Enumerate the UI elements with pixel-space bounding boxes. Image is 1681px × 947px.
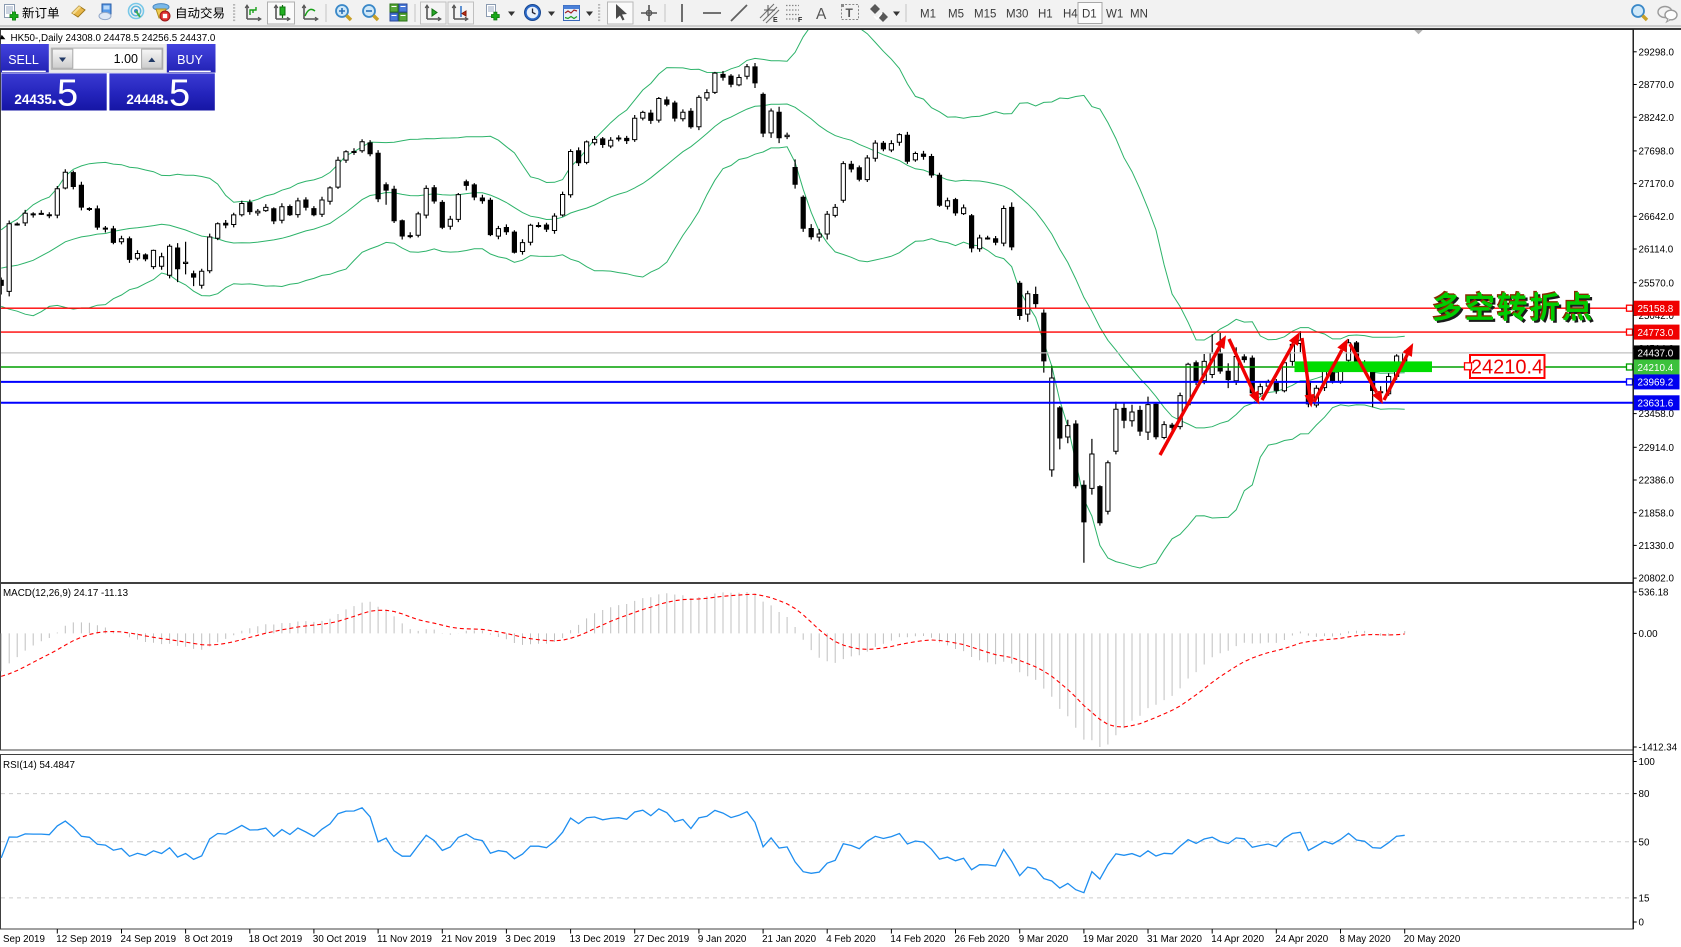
svg-text:23969.2: 23969.2 — [1638, 378, 1674, 389]
svg-text:23458.0: 23458.0 — [1639, 409, 1675, 420]
svg-text:Sep 2019: Sep 2019 — [3, 934, 45, 945]
svg-text:M15: M15 — [974, 9, 996, 21]
svg-text:26 Feb 2020: 26 Feb 2020 — [955, 934, 1011, 945]
svg-text:26114.0: 26114.0 — [1639, 245, 1674, 256]
svg-text:5: 5 — [169, 73, 190, 115]
svg-text:27170.0: 27170.0 — [1639, 179, 1675, 190]
svg-text:21 Nov 2019: 21 Nov 2019 — [441, 934, 497, 945]
svg-text:27 Dec 2019: 27 Dec 2019 — [634, 934, 690, 945]
svg-text:HK50-,Daily 24308.0 24478.5 2: HK50-,Daily 24308.0 24478.5 24256.5 2443… — [11, 33, 216, 44]
svg-text:8 May 2020: 8 May 2020 — [1340, 934, 1392, 945]
svg-text:22914.0: 22914.0 — [1639, 443, 1675, 454]
svg-text:.: . — [163, 84, 169, 109]
svg-text:23631.6: 23631.6 — [1638, 399, 1674, 410]
svg-text:MN: MN — [1130, 9, 1148, 21]
svg-text:24448: 24448 — [126, 92, 164, 107]
svg-text:1.00: 1.00 — [114, 52, 138, 66]
svg-text:24435: 24435 — [14, 92, 52, 107]
svg-text:MACD(12,26,9) 24.17 -11.13: MACD(12,26,9) 24.17 -11.13 — [3, 588, 129, 599]
svg-text:H4: H4 — [1063, 9, 1078, 21]
svg-text:24 Sep 2019: 24 Sep 2019 — [121, 934, 177, 945]
svg-text:E: E — [773, 17, 778, 24]
svg-text:8 Oct 2019: 8 Oct 2019 — [185, 934, 233, 945]
svg-text:24773.0: 24773.0 — [1638, 328, 1674, 339]
svg-text:14 Feb 2020: 14 Feb 2020 — [890, 934, 946, 945]
svg-text:24210.4: 24210.4 — [1471, 357, 1543, 379]
svg-text:.: . — [51, 84, 57, 109]
svg-text:M5: M5 — [948, 9, 964, 21]
svg-text:5: 5 — [57, 73, 78, 115]
svg-text:20802.0: 20802.0 — [1639, 574, 1675, 585]
svg-text:4 Feb 2020: 4 Feb 2020 — [826, 934, 876, 945]
svg-text:19 Mar 2020: 19 Mar 2020 — [1083, 934, 1139, 945]
svg-text:100: 100 — [1639, 757, 1656, 768]
svg-text:T: T — [846, 6, 854, 20]
svg-text:A: A — [816, 6, 827, 23]
svg-text:0.00: 0.00 — [1639, 629, 1659, 640]
svg-text:W1: W1 — [1106, 9, 1123, 21]
svg-text:24437.0: 24437.0 — [1638, 349, 1674, 360]
svg-text:11 Nov 2019: 11 Nov 2019 — [377, 934, 432, 945]
svg-text:12 Sep 2019: 12 Sep 2019 — [56, 934, 112, 945]
svg-text:20 May 2020: 20 May 2020 — [1404, 934, 1461, 945]
svg-text:18 Oct 2019: 18 Oct 2019 — [249, 934, 302, 945]
svg-text:0: 0 — [1639, 918, 1645, 929]
svg-text:F: F — [798, 17, 803, 24]
svg-text:28242.0: 28242.0 — [1639, 113, 1675, 124]
svg-text:M1: M1 — [920, 9, 936, 21]
svg-text:25570.0: 25570.0 — [1639, 278, 1675, 289]
svg-text:24 Apr 2020: 24 Apr 2020 — [1275, 934, 1328, 945]
svg-text:15: 15 — [1639, 894, 1650, 905]
svg-text:29298.0: 29298.0 — [1639, 47, 1675, 58]
svg-text:21858.0: 21858.0 — [1639, 508, 1675, 519]
svg-text:28770.0: 28770.0 — [1639, 80, 1675, 91]
svg-text:21 Jan 2020: 21 Jan 2020 — [762, 934, 816, 945]
svg-text:14 Apr 2020: 14 Apr 2020 — [1211, 934, 1264, 945]
svg-text:80: 80 — [1639, 789, 1650, 800]
svg-text:25042.0: 25042.0 — [1639, 311, 1675, 322]
svg-text:26642.0: 26642.0 — [1639, 212, 1675, 223]
svg-text:536.18: 536.18 — [1639, 588, 1670, 599]
svg-text:27698.0: 27698.0 — [1639, 147, 1675, 158]
svg-text:50: 50 — [1639, 837, 1650, 848]
svg-text:SELL: SELL — [8, 53, 39, 67]
svg-text:H1: H1 — [1038, 9, 1053, 21]
svg-text:22386.0: 22386.0 — [1639, 476, 1675, 487]
svg-text:13 Dec 2019: 13 Dec 2019 — [570, 934, 626, 945]
svg-text:30 Oct 2019: 30 Oct 2019 — [313, 934, 366, 945]
svg-text:25158.8: 25158.8 — [1638, 304, 1674, 315]
svg-text:31 Mar 2020: 31 Mar 2020 — [1147, 934, 1203, 945]
svg-text:24210.4: 24210.4 — [1638, 363, 1674, 374]
svg-text:9 Mar 2020: 9 Mar 2020 — [1019, 934, 1069, 945]
svg-text:9 Jan 2020: 9 Jan 2020 — [698, 934, 747, 945]
svg-text:D1: D1 — [1082, 9, 1097, 21]
svg-text:3 Dec 2019: 3 Dec 2019 — [505, 934, 555, 945]
svg-text:RSI(14) 54.4847: RSI(14) 54.4847 — [3, 760, 75, 771]
svg-text:M30: M30 — [1006, 9, 1028, 21]
svg-text:-1412.34: -1412.34 — [1639, 743, 1678, 754]
svg-text:BUY: BUY — [177, 53, 203, 67]
svg-text:21330.0: 21330.0 — [1639, 541, 1675, 552]
